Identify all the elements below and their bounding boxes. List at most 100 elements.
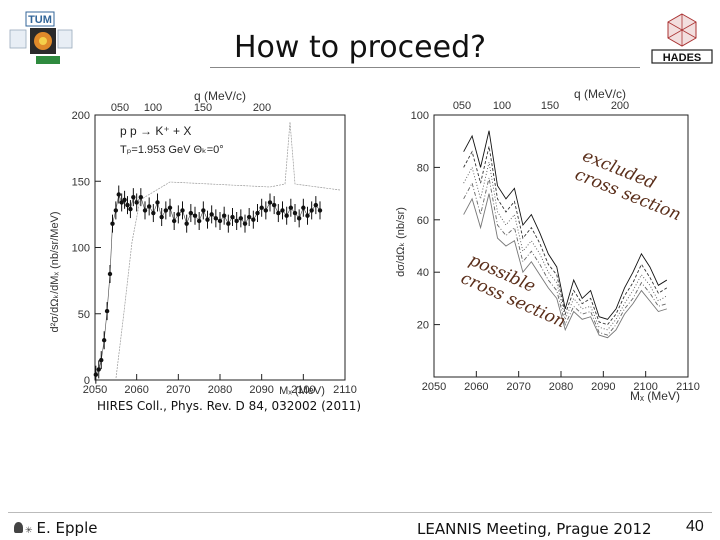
data-point — [305, 213, 310, 218]
page-number: 40 — [686, 518, 704, 535]
data-point — [226, 221, 231, 226]
data-point — [246, 214, 252, 220]
reaction-label: p p → K⁺ + X — [120, 124, 191, 138]
top-tick-label: 150 — [541, 100, 559, 112]
title-underline — [210, 67, 640, 68]
x-tick-label: 2060 — [464, 381, 488, 393]
top-tick-label: 050 — [111, 102, 129, 114]
data-point — [180, 208, 185, 213]
data-point — [151, 210, 156, 216]
citation: HIRES Coll., Phys. Rev. D 84, 032002 (20… — [97, 399, 362, 413]
data-point — [313, 202, 319, 208]
data-point — [301, 205, 306, 210]
data-point — [99, 357, 104, 363]
y-tick-label: 100 — [72, 243, 90, 255]
footer-meeting: LEANNIS Meeting, Prague 2012 — [417, 520, 652, 538]
y-axis-label: d²σ/dΩₖ/dMₓ (nb/sr/MeV) — [49, 211, 61, 332]
footer-author: ✳ E. Epple — [14, 519, 97, 537]
data-point — [205, 217, 210, 222]
top-tick-label: 100 — [144, 102, 162, 114]
x-tick-label: 2070 — [166, 384, 190, 396]
data-point — [167, 205, 173, 210]
footer-rule — [8, 512, 712, 513]
x-tick-label: 2080 — [549, 381, 573, 393]
data-point — [242, 221, 248, 226]
y-tick-label: 200 — [72, 110, 90, 122]
data-point — [128, 206, 133, 212]
data-point — [192, 213, 198, 218]
x-tick-label: 2080 — [208, 384, 232, 396]
data-point — [138, 194, 144, 200]
data-point — [119, 200, 124, 205]
beam-label: Tₚ=1.953 GeV Θₖ=0° — [120, 144, 224, 156]
data-point — [155, 200, 160, 205]
series-line-4 — [463, 177, 667, 336]
tum-lmu-logo: TUM — [9, 11, 73, 64]
hades-logo: HADES — [651, 13, 713, 64]
data-point — [110, 221, 115, 226]
slide-title: How to proceed? — [233, 30, 487, 65]
x-tick-label: 2050 — [83, 384, 107, 396]
data-point — [188, 210, 194, 216]
data-point — [263, 208, 269, 213]
author-name: E. Epple — [36, 519, 98, 537]
data-point — [234, 218, 239, 224]
data-point — [125, 202, 130, 208]
data-point — [107, 271, 113, 277]
footer-bullet-icon: ✳ — [25, 526, 33, 536]
top-tick-label: 050 — [453, 100, 471, 112]
x-axis-label: Mₓ (MeV) — [630, 389, 680, 403]
y-tick-label: 40 — [417, 267, 429, 279]
top-tick-label: 150 — [194, 102, 212, 114]
series-line-3 — [463, 162, 668, 331]
data-point — [251, 217, 256, 222]
hades-bullet-icon — [14, 522, 23, 533]
series-line-5 — [463, 193, 667, 339]
data-point — [93, 372, 99, 377]
data-point — [96, 367, 101, 372]
data-point — [280, 208, 285, 213]
chart-left: q (MeV/c) d²σ/dΩₖ/dMₓ (nb/sr/MeV) p p → … — [49, 89, 357, 397]
y-tick-label: 50 — [78, 309, 90, 321]
x-tick-label: 2110 — [333, 384, 357, 396]
y-axis-label: dσ/dΩₖ (nb/sr) — [395, 207, 407, 277]
data-point — [104, 308, 110, 314]
data-point — [171, 218, 177, 224]
data-point — [267, 200, 273, 205]
x-axis-label: Mₓ (MeV) — [279, 385, 325, 397]
data-point — [309, 208, 314, 213]
top-tick-label: 200 — [611, 100, 629, 112]
data-point — [238, 216, 244, 221]
top-tick-label: 100 — [493, 100, 511, 112]
x-tick-label: 2100 — [633, 381, 657, 393]
data-point — [288, 205, 294, 210]
data-point — [221, 213, 227, 218]
data-point — [116, 192, 121, 197]
data-point — [184, 221, 189, 226]
data-point — [159, 214, 164, 220]
fit-segment — [112, 210, 117, 224]
fit-segment — [169, 207, 175, 222]
data-point — [176, 212, 181, 217]
data-point — [296, 216, 302, 221]
top-tick-label: 200 — [253, 102, 271, 114]
data-point — [201, 208, 206, 213]
data-point — [122, 197, 127, 202]
data-point — [317, 208, 323, 213]
x-tick-label: 2050 — [422, 381, 446, 393]
y-tick-label: 150 — [72, 176, 90, 188]
hades-logo-text: HADES — [663, 52, 702, 64]
fit-segment — [140, 197, 146, 211]
y-tick-label: 20 — [417, 320, 429, 332]
data-point — [163, 208, 169, 213]
top-axis-label: q (MeV/c) — [194, 89, 246, 103]
x-tick-label: 2060 — [124, 384, 148, 396]
x-tick-label: 2100 — [291, 384, 315, 396]
fit-segment — [157, 202, 162, 218]
theory-curve — [115, 121, 341, 379]
data-point — [142, 208, 148, 213]
data-point — [259, 205, 264, 210]
data-point — [196, 218, 202, 224]
data-point — [146, 204, 152, 209]
data-point — [217, 218, 223, 224]
